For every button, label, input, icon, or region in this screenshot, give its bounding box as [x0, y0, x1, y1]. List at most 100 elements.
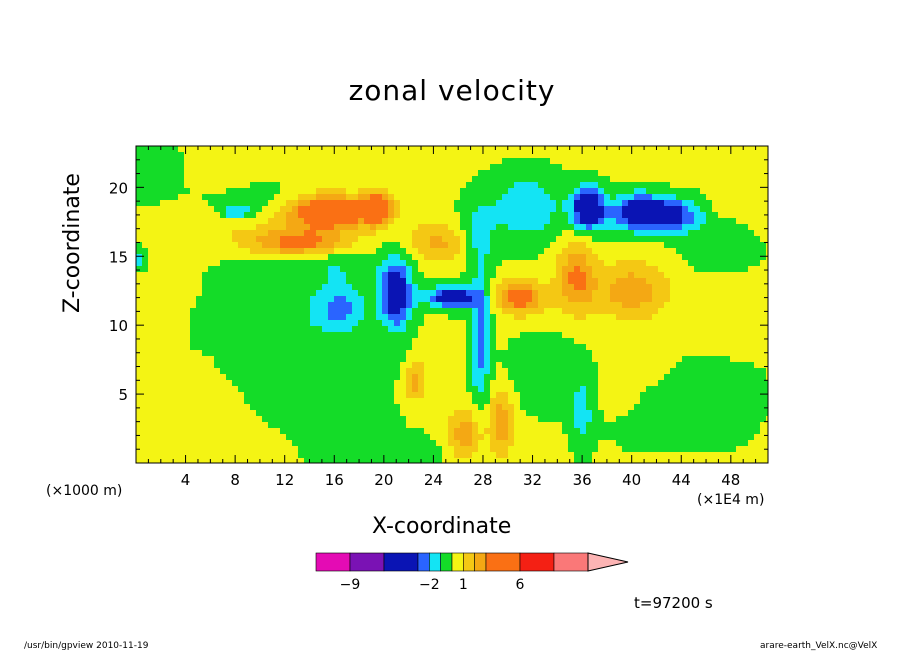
contour-cell	[490, 440, 496, 446]
contour-cell	[142, 188, 148, 194]
contour-cell	[688, 356, 694, 362]
contour-cell	[304, 230, 310, 236]
contour-cell	[538, 428, 544, 434]
contour-cell	[574, 188, 580, 194]
contour-cell	[418, 260, 424, 266]
contour-cell	[256, 194, 262, 200]
contour-cell	[586, 326, 592, 332]
contour-cell	[346, 398, 352, 404]
contour-cell	[370, 182, 376, 188]
contour-cell	[340, 386, 346, 392]
contour-cell	[172, 386, 178, 392]
contour-cell	[154, 368, 160, 374]
contour-cell	[640, 458, 646, 463]
contour-cell	[382, 416, 388, 422]
contour-cell	[202, 452, 208, 458]
contour-cell	[268, 296, 274, 302]
contour-cell	[478, 266, 484, 272]
contour-cell	[304, 158, 310, 164]
contour-cell	[202, 236, 208, 242]
contour-cell	[394, 206, 400, 212]
contour-cell	[346, 452, 352, 458]
contour-cell	[256, 296, 262, 302]
contour-cell	[508, 350, 514, 356]
contour-cell	[496, 314, 502, 320]
contour-cell	[694, 290, 700, 296]
contour-cell	[298, 242, 304, 248]
contour-cell	[316, 326, 322, 332]
contour-cell	[622, 284, 628, 290]
contour-cell	[652, 248, 658, 254]
contour-cell	[694, 254, 700, 260]
contour-cell	[610, 176, 616, 182]
contour-cell	[460, 230, 466, 236]
contour-cell	[142, 320, 148, 326]
contour-cell	[148, 296, 154, 302]
contour-cell	[526, 230, 532, 236]
contour-cell	[592, 278, 598, 284]
contour-cell	[682, 248, 688, 254]
contour-cell	[334, 200, 340, 206]
contour-cell	[262, 224, 268, 230]
contour-cell	[340, 326, 346, 332]
contour-cell	[310, 230, 316, 236]
contour-cell	[430, 374, 436, 380]
contour-cell	[562, 194, 568, 200]
contour-cell	[424, 170, 430, 176]
contour-cell	[532, 158, 538, 164]
contour-cell	[400, 296, 406, 302]
contour-cell	[682, 230, 688, 236]
contour-cell	[694, 266, 700, 272]
contour-cell	[376, 416, 382, 422]
contour-cell	[280, 170, 286, 176]
contour-cell	[640, 146, 646, 152]
contour-cell	[502, 242, 508, 248]
contour-cell	[220, 452, 226, 458]
contour-cell	[154, 188, 160, 194]
contour-cell	[622, 410, 628, 416]
contour-cell	[442, 152, 448, 158]
contour-cell	[352, 452, 358, 458]
contour-cell	[250, 152, 256, 158]
contour-cell	[346, 152, 352, 158]
contour-cell	[676, 404, 682, 410]
contour-cell	[610, 182, 616, 188]
contour-cell	[394, 452, 400, 458]
contour-cell	[622, 386, 628, 392]
contour-cell	[514, 236, 520, 242]
contour-cell	[478, 416, 484, 422]
contour-cell	[490, 452, 496, 458]
contour-cell	[688, 362, 694, 368]
contour-cell	[214, 446, 220, 452]
contour-cell	[358, 164, 364, 170]
contour-cell	[676, 260, 682, 266]
contour-cell	[556, 164, 562, 170]
contour-cell	[598, 218, 604, 224]
contour-cell	[688, 266, 694, 272]
contour-cell	[688, 440, 694, 446]
contour-cell	[592, 230, 598, 236]
contour-cell	[184, 404, 190, 410]
contour-cell	[142, 152, 148, 158]
contour-cell	[334, 350, 340, 356]
contour-cell	[676, 236, 682, 242]
contour-cell	[166, 308, 172, 314]
contour-cell	[142, 446, 148, 452]
contour-cell	[154, 344, 160, 350]
contour-cell	[262, 386, 268, 392]
contour-cell	[586, 212, 592, 218]
contour-cell	[208, 290, 214, 296]
contour-cell	[226, 146, 232, 152]
contour-cell	[250, 386, 256, 392]
contour-cell	[532, 236, 538, 242]
contour-cell	[574, 260, 580, 266]
contour-cell	[586, 410, 592, 416]
contour-cell	[268, 236, 274, 242]
contour-cell	[400, 350, 406, 356]
contour-cell	[568, 200, 574, 206]
contour-cell	[544, 158, 550, 164]
contour-cell	[604, 320, 610, 326]
contour-cell	[298, 158, 304, 164]
contour-cell	[400, 368, 406, 374]
contour-cell	[598, 284, 604, 290]
